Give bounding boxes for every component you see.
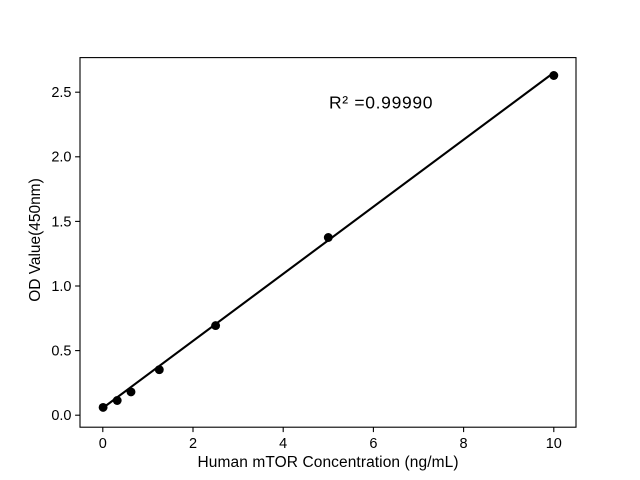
svg-text:0.5: 0.5 bbox=[51, 344, 71, 360]
svg-text:0: 0 bbox=[99, 436, 107, 452]
svg-text:1.5: 1.5 bbox=[51, 214, 71, 230]
svg-text:6: 6 bbox=[369, 436, 377, 452]
svg-text:1.0: 1.0 bbox=[51, 279, 71, 295]
svg-text:10: 10 bbox=[546, 436, 562, 452]
svg-text:Human mTOR Concentration (ng/m: Human mTOR Concentration (ng/mL) bbox=[198, 454, 459, 471]
svg-text:0.0: 0.0 bbox=[51, 408, 71, 424]
svg-text:2.5: 2.5 bbox=[51, 85, 71, 101]
svg-text:R² =0.99990: R² =0.99990 bbox=[329, 93, 433, 113]
svg-text:OD Value(450nm): OD Value(450nm) bbox=[27, 178, 44, 302]
svg-text:2.0: 2.0 bbox=[51, 150, 71, 166]
svg-text:8: 8 bbox=[460, 436, 468, 452]
svg-text:2: 2 bbox=[189, 436, 197, 452]
svg-text:4: 4 bbox=[279, 436, 287, 452]
